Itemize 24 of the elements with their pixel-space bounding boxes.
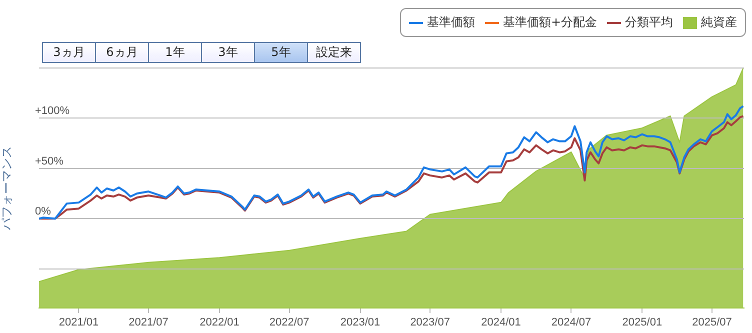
y-tick-label: 0%	[35, 206, 52, 218]
legend-label: 基準価額	[426, 14, 475, 31]
x-tick-label: 2024/07	[551, 316, 592, 329]
period-button: 3ヵ月	[42, 42, 96, 63]
x-tick-label: 2024/01	[481, 316, 521, 329]
y-tick-label: +100%	[35, 105, 70, 118]
period-button: 設定来	[307, 42, 361, 63]
x-tick-label: 2025/07	[692, 316, 732, 329]
period-button: 1年	[148, 42, 202, 63]
period-button: 6ヵ月	[95, 42, 149, 63]
x-tick-label: 2023/07	[410, 316, 450, 329]
y-axis-title: パフォーマンス	[0, 146, 14, 231]
period-button: 5年	[254, 42, 308, 63]
legend-label: 基準価額+分配金	[502, 14, 597, 31]
legend-label: 純資産	[701, 14, 737, 31]
legend-label: 分類平均	[625, 14, 673, 31]
x-tick-label: 2021/01	[58, 316, 99, 329]
x-tick-label: 2021/07	[128, 316, 168, 329]
period-button: 3年	[201, 42, 255, 63]
x-tick-label: 2023/01	[340, 316, 380, 329]
y-tick-label: +50%	[35, 155, 64, 168]
x-tick-label: 2025/01	[622, 316, 662, 329]
x-tick-label: 2022/01	[200, 316, 240, 329]
x-tick-label: 2022/07	[269, 316, 310, 329]
